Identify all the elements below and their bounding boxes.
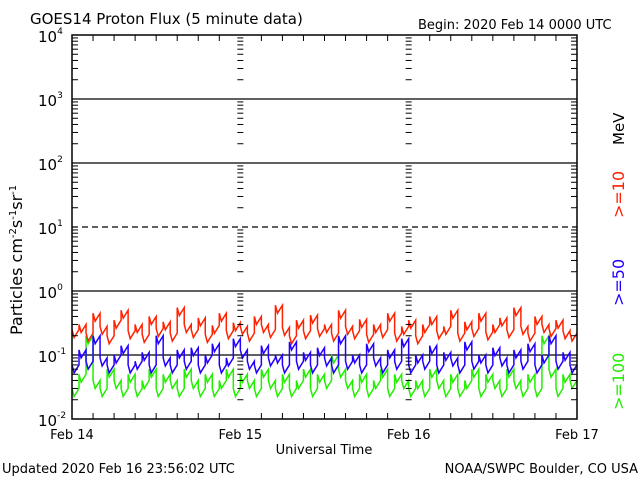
y-label-main: Particles cm [7,238,26,335]
y-label-sup1: -2 [8,228,19,238]
y-tick-label: 10-2 [38,411,66,430]
y-label-sup2: -1 [8,210,19,220]
y-tick-label: 101 [38,219,63,238]
series-group [71,302,578,399]
y-tick-exp: 0 [57,283,63,293]
y-tick-exp: 4 [57,27,63,37]
y-tick-base: 10 [38,412,57,430]
unit-label: MeV [610,112,628,145]
y-label-s: s [7,220,26,228]
y-tick-exp: 3 [57,91,63,101]
y-tick-label: 10-1 [38,347,66,366]
begin-label: Begin: 2020 Feb 14 0000 UTC [418,18,612,33]
series-line-ge50 [71,333,578,375]
y-label-sr: sr [7,194,26,209]
y-tick-base: 10 [38,156,57,174]
y-axis-label: Particles cm-2s-1sr-1 [7,185,26,335]
credit-label: NOAA/SWPC Boulder, CO USA [445,462,638,477]
x-tick-labels: Feb 14 Feb 15 Feb 16 Feb 17 [50,428,599,443]
y-label-sup3: -1 [8,185,19,195]
x-tick-label: Feb 15 [218,428,262,443]
x-axis-label: Universal Time [276,443,373,458]
chart-title: GOES14 Proton Flux (5 minute data) [30,10,303,28]
series-line-ge10 [71,302,578,346]
y-tick-exp: -2 [57,411,66,421]
legend-ge100: >=100 [609,353,628,410]
y-tick-base: 10 [38,348,57,366]
legend-ge50: >=50 [609,259,628,306]
y-tick-label: 102 [38,155,63,174]
x-tick-label: Feb 17 [555,428,599,443]
y-tick-base: 10 [38,220,57,238]
grid [72,98,577,356]
x-tick-label: Feb 14 [50,428,94,443]
legend-ge10: >=10 [609,171,628,218]
y-tick-label: 103 [38,91,63,110]
y-tick-exp: 1 [57,219,63,229]
updated-label: Updated 2020 Feb 16 23:56:02 UTC [2,462,235,477]
y-tick-exp: -1 [57,347,66,357]
y-tick-exp: 2 [57,155,63,165]
x-tick-label: Feb 16 [387,428,431,443]
y-tick-base: 10 [38,92,57,110]
series-line-ge100 [71,333,578,399]
y-tick-base: 10 [38,284,57,302]
y-tick-base: 10 [38,28,57,46]
y-tick-label: 100 [38,283,63,302]
y-tick-label: 104 [38,27,63,46]
ticks [72,35,577,419]
